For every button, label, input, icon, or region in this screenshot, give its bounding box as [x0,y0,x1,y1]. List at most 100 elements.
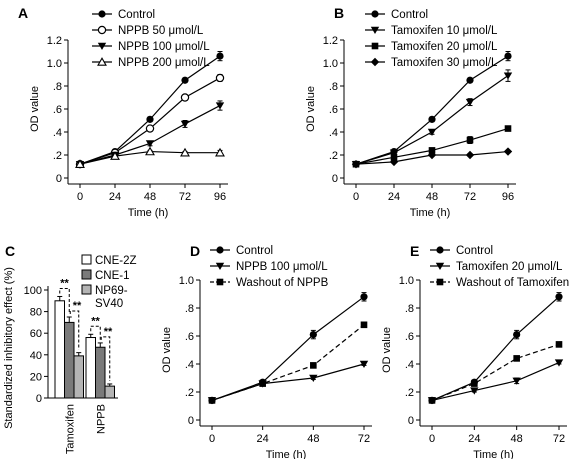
data-point [471,380,478,387]
y-tick-label: .8 [329,81,338,93]
x-tick-label: 24 [109,191,121,203]
x-tick-label: 72 [553,433,565,445]
legend-item: CNE-2Z [81,254,137,267]
legend-label: CNE-1 [95,270,130,282]
legend-item: Tamoxifen 20 μmol/L [365,41,498,53]
data-point [360,293,368,301]
legend-item: Tamoxifen 10 μmol/L [365,25,498,37]
y-tick-label: 1.2 [47,35,62,47]
series-0 [208,292,368,404]
data-point [503,147,513,156]
y-tick-label: 1.0 [399,275,414,287]
data-point [503,72,513,80]
bar-group: ** ** NPPB [85,315,115,434]
legend-marker [97,57,107,66]
legend-swatch [81,269,92,280]
data-point [512,377,521,385]
data-point [427,128,437,136]
data-point [75,159,85,168]
legend-item: NPPB 100 μmol/L [210,261,328,273]
category-label: Tamoxifen [64,404,76,454]
legend-label: NPPB 50 μmol/L [118,25,204,37]
x-axis-label: Time (h) [473,449,514,459]
data-point [504,125,512,132]
y-tick-label: 0 [56,173,62,185]
data-point [145,146,155,156]
series-line [211,363,365,401]
panel-label: A [18,5,28,21]
significance-bracket [69,310,80,350]
data-point [390,154,398,161]
legend-label: NPPB 100 μmol/L [118,41,210,53]
y-tick-label: 1.0 [323,58,338,70]
series-line [211,324,365,401]
legend-item: Tamoxifen 30 μmol/L [365,57,498,69]
data-point [389,149,399,157]
y-axis-label: Standardized inhibitory effect (%) [3,267,15,429]
panel-c: C 0 20 40 60 80 100 Standardized inhibitory eff… [3,243,137,454]
data-point [145,124,155,133]
legend-marker [215,262,225,270]
legend-item: Control [92,9,155,21]
data-point [428,147,436,154]
legend-label-line: NP69- [95,285,128,297]
panel-label: E [410,243,419,259]
y-tick-label: 60 [30,328,42,340]
y-tick-label: 40 [30,350,42,362]
legend-label: Washout of Tamoxifen [456,277,569,289]
y-tick-label: .8 [405,303,414,315]
legend-item: NP69-SV40 [81,284,128,310]
data-point [359,360,369,368]
y-tick-label: .6 [329,104,338,116]
legend-item: Control [365,9,428,21]
legend-item: CNE-1 [81,269,130,282]
legend-swatch [81,284,92,295]
legend-marker [435,262,445,270]
series-3 [351,147,513,169]
y-axis-label: OD value [161,327,173,373]
y-tick-label: 80 [30,307,42,319]
legend-marker [371,10,379,18]
series-line [211,296,365,401]
y-tick-label: 0 [332,173,338,185]
series-line [431,362,560,401]
x-tick-label: 72 [464,191,476,203]
y-tick-label: .8 [185,303,194,315]
x-tick-label: 48 [426,191,438,203]
legend-marker [98,10,106,18]
y-tick-label: 1.0 [47,58,62,70]
x-axis-label: Time (h) [410,207,451,219]
legend-marker [97,25,107,35]
significance-bracket [100,336,111,381]
y-tick-label: .4 [329,127,338,139]
legend-marker [216,278,224,286]
data-point [259,380,266,387]
data-point [310,362,317,369]
bar [85,337,96,399]
legend-marker [97,42,107,50]
bar [64,321,75,399]
legend-label: NPPB 100 μmol/L [236,261,328,273]
panel-a: A 0 .2 .4 .6 .8 1.0 1.2 0 24 48 72 96 Time (h) OD valu… [18,5,228,219]
data-point [513,331,521,339]
legend-label: NP69-SV40 [95,285,128,310]
x-tick-label: 72 [179,191,191,203]
data-point [504,52,512,60]
data-point [351,160,361,169]
data-point [555,341,563,348]
panel-label: D [190,243,200,259]
data-point [466,76,474,84]
bar [54,300,65,399]
x-tick-label: 96 [502,191,514,203]
y-tick-label: .6 [53,104,62,116]
bar-group: ** ** Tamoxifen [54,277,84,454]
legend-marker [436,246,444,254]
y-tick-label: .2 [329,150,338,162]
x-tick-label: 0 [429,433,435,445]
series-line [431,296,560,401]
legend-label: Tamoxifen 10 μmol/L [391,25,498,37]
legend-label: Control [456,245,493,257]
x-tick-label: 24 [468,433,480,445]
data-point [145,140,155,148]
legend-label: Tamoxifen 30 μmol/L [391,57,498,69]
